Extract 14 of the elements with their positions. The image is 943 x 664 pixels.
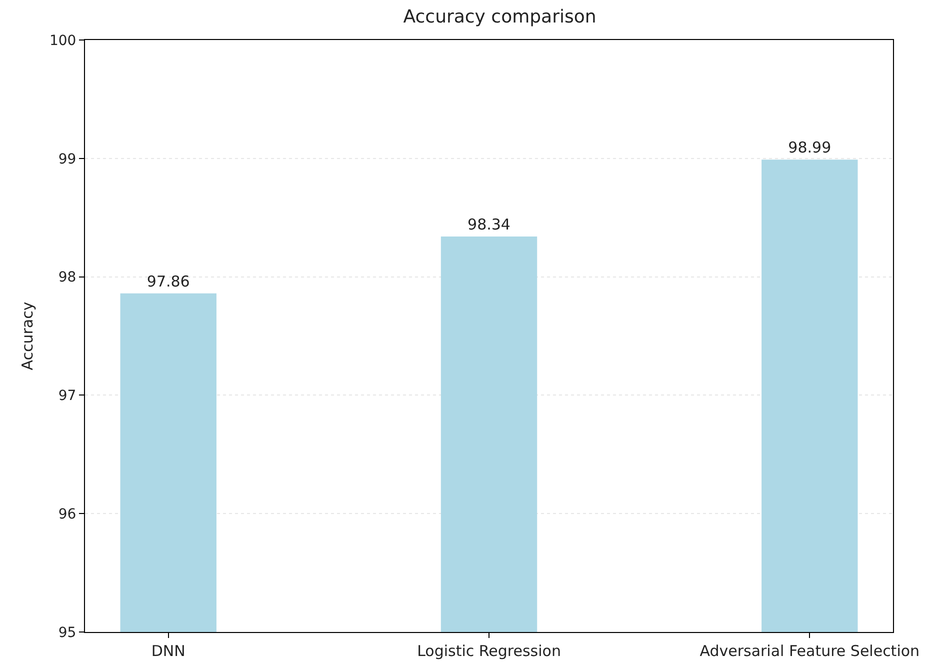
data-label: 98.99 [788,138,832,157]
x-tick-label: Adversarial Feature Selection [700,642,920,660]
y-axis-title: Accuracy [18,302,37,370]
data-label: 97.86 [146,272,190,290]
y-tick-label: 95 [58,624,76,641]
y-tick-label: 96 [58,506,76,522]
x-tick-label: DNN [151,642,186,660]
y-tick-label: 97 [58,388,76,404]
y-tick-label: 99 [58,151,76,168]
y-tick-label: 100 [49,32,76,49]
data-label: 98.34 [468,216,510,234]
chart-title: Accuracy comparison [403,6,596,28]
y-tick-label: 98 [58,270,76,286]
x-tick-label: Logistic Regression [417,642,561,660]
